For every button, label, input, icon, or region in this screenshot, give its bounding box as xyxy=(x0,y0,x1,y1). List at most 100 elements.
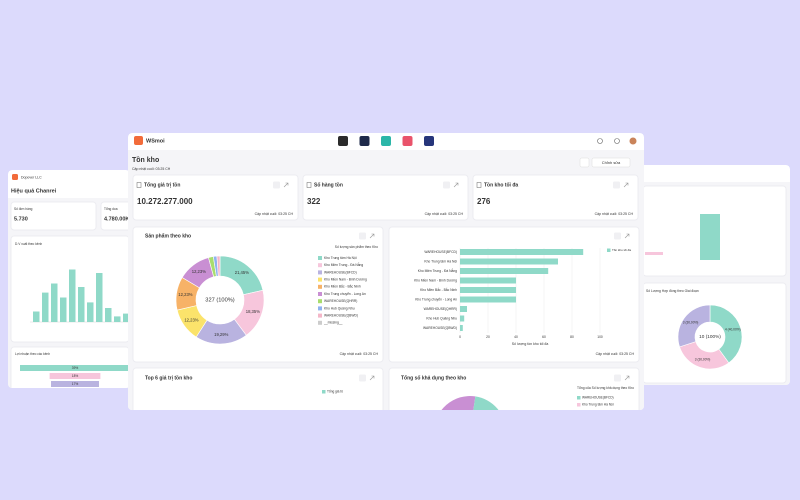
kpi-value: 4.780.00K xyxy=(104,216,129,222)
y-tick-label: Kho Trung chuyển - Long An xyxy=(415,297,457,301)
expand-icon[interactable] xyxy=(624,233,630,239)
legend-swatch xyxy=(318,277,322,282)
bar xyxy=(60,297,67,322)
kpi-icon xyxy=(136,182,142,188)
bar xyxy=(69,269,76,322)
app-icon[interactable] xyxy=(424,136,434,146)
y-tick-label: Kho Miền Trung - Đà Nẵng xyxy=(418,268,457,273)
legend-swatch xyxy=(318,270,322,275)
legend-label: Kho Hub Quảng Nhu xyxy=(324,306,355,310)
app-icon[interactable] xyxy=(338,136,348,146)
donut-slice xyxy=(677,304,711,348)
chart-title: Số Lượng Hợp đồng theo Giai đoạn xyxy=(646,289,699,293)
bar xyxy=(460,325,463,331)
legend-swatch xyxy=(318,306,322,311)
expand-icon[interactable] xyxy=(453,182,459,188)
window-title: Hiệu quả Chanrei xyxy=(11,188,57,194)
updated-time: Cập nhật cuối: 03:25 CH xyxy=(425,212,464,216)
kpi-title: Số hàng tồn xyxy=(314,181,343,188)
panel-title: Tổng số khả dụng theo kho xyxy=(401,374,466,381)
toolbar-icon[interactable] xyxy=(614,138,620,144)
app-icon[interactable] xyxy=(381,136,391,146)
x-tick-label: 20 xyxy=(486,335,490,339)
card xyxy=(132,174,299,221)
avatar[interactable] xyxy=(629,137,637,145)
icon-button[interactable] xyxy=(579,157,590,168)
panel-button[interactable] xyxy=(613,181,620,189)
slice-label: 18,35% xyxy=(246,309,260,314)
toolbar-icon[interactable] xyxy=(597,138,603,144)
bar xyxy=(460,287,516,293)
y-tick-label: Kho Miền Bắc - Bắc Ninh xyxy=(420,287,457,292)
legend-swatch xyxy=(318,313,322,318)
donut-center: 327 (100%) xyxy=(205,298,235,304)
panel-button[interactable] xyxy=(614,232,621,240)
legend-label: Kho Miền Nam - Bình Dương xyxy=(324,277,367,281)
y-tick-label: WAREHOUSE(BFCD) xyxy=(424,250,457,254)
app-icon[interactable] xyxy=(402,136,413,146)
kpi-value: 276 xyxy=(477,197,491,206)
legend-swatch xyxy=(577,403,581,407)
funnel-bar xyxy=(49,373,101,379)
panel-button[interactable] xyxy=(273,181,280,189)
y-tick-label: Kho Miền Nam - Bình Dương xyxy=(414,278,457,282)
legend-label: WAREHOUSE(BFCD) xyxy=(324,270,357,274)
legend-label: Tổng giá trị xyxy=(327,390,343,394)
kpi-value: 10.272.277.000 xyxy=(137,197,193,206)
app-icon[interactable] xyxy=(359,136,370,146)
bar xyxy=(460,296,516,303)
logo xyxy=(134,136,143,145)
legend-swatch xyxy=(318,256,322,260)
slice-label: 3 (30,00%) xyxy=(683,321,699,325)
updated-time: Cập nhật cuối: 03:25 CH xyxy=(595,212,634,216)
panel-subtitle: Số lượng sản phẩm theo Kho xyxy=(335,245,378,249)
slice-label: 12,23% xyxy=(184,317,198,322)
panel-button[interactable] xyxy=(359,374,366,382)
expand-icon[interactable] xyxy=(283,182,289,188)
x-tick-label: 80 xyxy=(570,335,574,339)
bar xyxy=(700,214,720,260)
legend-label: Kho Trung chuyển - Long An xyxy=(324,292,366,296)
y-tick-label: WAREHOUSE(QHRR) xyxy=(424,307,457,311)
kpi-icon xyxy=(306,182,312,188)
expand-icon[interactable] xyxy=(623,182,629,188)
panel-button[interactable] xyxy=(614,374,621,382)
panel-button[interactable] xyxy=(443,181,450,189)
updated-time: Cập nhật cuối: 03:25 CH xyxy=(255,212,294,216)
bar xyxy=(33,311,40,322)
legend-swatch xyxy=(322,390,326,394)
funnel-label: 39% xyxy=(72,366,79,370)
edit-button-label[interactable]: Chỉnh sửa xyxy=(602,160,621,165)
panel-title: Top 6 giá trị tồn kho xyxy=(145,375,192,381)
x-tick-label: 0 xyxy=(459,335,461,339)
card xyxy=(100,201,130,231)
bar xyxy=(123,313,130,322)
expand-icon[interactable] xyxy=(624,375,630,381)
kpi-title: Số đơn hàng xyxy=(14,207,33,211)
expand-icon[interactable] xyxy=(369,233,375,239)
bar xyxy=(645,252,663,255)
edit-button[interactable] xyxy=(591,157,631,168)
y-tick-label: Kho Hub Quảng Nhu xyxy=(426,316,457,320)
legend-label: Tồn kho tối đa xyxy=(612,248,631,252)
expand-icon[interactable] xyxy=(369,375,375,381)
updated-time: Cập nhật cuối: 03:25 CH xyxy=(340,352,379,356)
funnel-bar xyxy=(20,365,130,371)
slice-label: 4 (40,00%) xyxy=(725,327,741,331)
slice-label: 21,45% xyxy=(235,270,249,275)
card xyxy=(388,226,640,363)
panel-button[interactable] xyxy=(359,232,366,240)
card xyxy=(472,174,639,221)
kpi-title: Tổng doa xyxy=(104,207,118,211)
app-name: WSmoi xyxy=(146,138,165,144)
main-window: WSmoi Tồn kho Cập nhật cuối: 03:25 CH Chỉnh… xyxy=(128,133,644,410)
card xyxy=(388,367,640,410)
slice-label: 19,29% xyxy=(214,332,228,337)
bar xyxy=(78,287,85,322)
kpi-title: Tổng giá trị tồn xyxy=(144,181,180,188)
x-axis-title: Số lượng tồn kho tối đa xyxy=(512,342,549,346)
bar xyxy=(96,273,103,322)
donut-center: 10 (100%) xyxy=(699,334,721,339)
